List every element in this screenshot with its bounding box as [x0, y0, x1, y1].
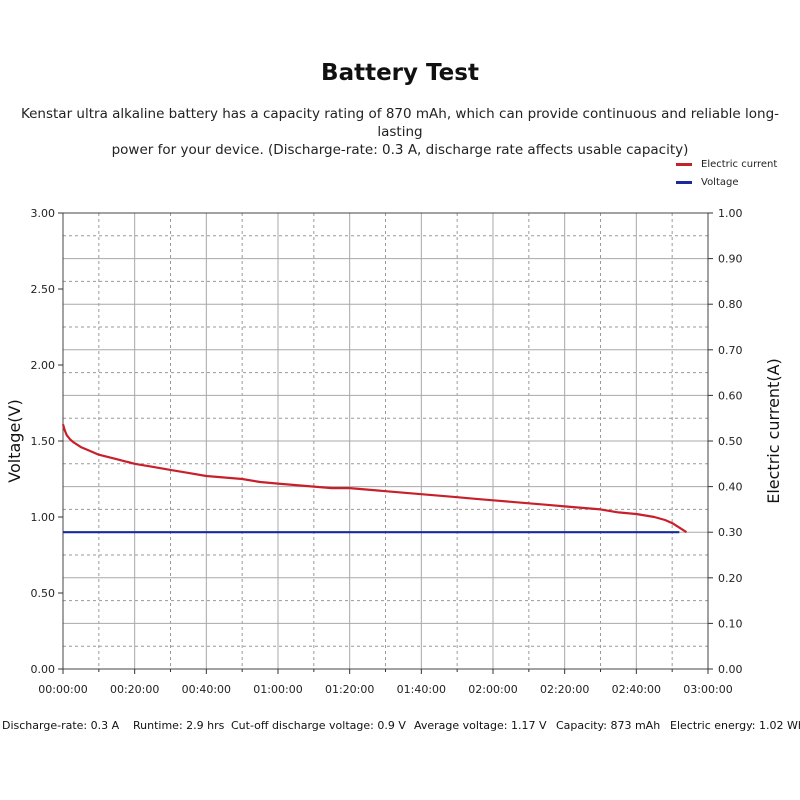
y2-tick-label: 0.20 [718, 572, 743, 585]
x-tick-label: 02:40:00 [612, 683, 661, 696]
x-tick-label: 01:40:00 [397, 683, 446, 696]
footer-discharge-rate: Discharge-rate: 0.3 A [2, 719, 120, 732]
legend-swatch-voltage [676, 180, 692, 184]
x-tick-label: 03:00:00 [683, 683, 732, 696]
subtitle-line-2: power for your device. (Discharge-rate: … [111, 142, 689, 158]
x-tick-label: 00:00:00 [38, 683, 87, 696]
legend-item-voltage: Voltage [676, 173, 777, 191]
footer-cutoff-voltage: Cut-off discharge voltage: 0.9 V [231, 719, 406, 732]
footer-runtime: Runtime: 2.9 hrs [133, 719, 225, 732]
y-tick-label: 2.00 [31, 359, 56, 372]
x-tick-label: 00:40:00 [182, 683, 231, 696]
y-tick-label: 2.50 [31, 283, 56, 296]
y2-tick-label: 0.70 [718, 344, 743, 357]
y2-tick-label: 0.40 [718, 481, 743, 494]
footer-capacity: Capacity: 873 mAh [556, 719, 661, 732]
y-tick-label: 1.50 [31, 435, 56, 448]
y2-tick-label: 0.90 [718, 253, 743, 266]
chart-subtitle: Kenstar ultra alkaline battery has a cap… [0, 105, 800, 159]
x-tick-label: 00:20:00 [110, 683, 159, 696]
footer-electric-energy: Electric energy: 1.02 Wh [670, 719, 800, 732]
y2-tick-label: 0.50 [718, 435, 743, 448]
x-tick-label: 02:00:00 [468, 683, 517, 696]
y-axis-title: Voltage(V) [5, 399, 24, 482]
y2-tick-label: 0.80 [718, 298, 743, 311]
y2-tick-label: 0.00 [718, 663, 743, 676]
legend-swatch-current [676, 162, 692, 166]
legend: Electric current Voltage [676, 155, 777, 191]
y-tick-label: 1.00 [31, 511, 56, 524]
chart-title: Battery Test [321, 60, 479, 86]
x-tick-label: 02:20:00 [540, 683, 589, 696]
y2-axis-title: Electric current(A) [764, 358, 783, 504]
y-tick-label: 0.00 [31, 663, 56, 676]
legend-label-current: Electric current [701, 158, 778, 170]
footer-average-voltage: Average voltage: 1.17 V [414, 719, 547, 732]
y2-tick-label: 0.60 [718, 389, 743, 402]
legend-item-current: Electric current [676, 155, 777, 173]
y-tick-label: 0.50 [31, 587, 56, 600]
y2-tick-label: 0.30 [718, 526, 743, 539]
y-tick-label: 3.00 [31, 207, 56, 220]
y2-tick-label: 0.10 [718, 617, 743, 630]
y2-tick-label: 1.00 [718, 207, 743, 220]
legend-label-voltage: Voltage [701, 176, 739, 188]
subtitle-line-1: Kenstar ultra alkaline battery has a cap… [20, 106, 780, 140]
x-tick-label: 01:20:00 [325, 683, 374, 696]
series-line-current [61, 423, 688, 534]
x-tick-label: 01:00:00 [253, 683, 302, 696]
